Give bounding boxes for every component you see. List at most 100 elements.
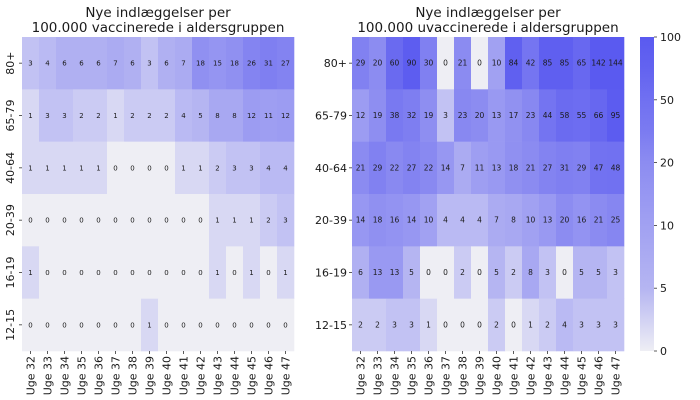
cell-value-label: 3 — [249, 164, 253, 172]
x-tick-label: Uge 45 — [246, 356, 259, 395]
heatmap-cell — [39, 246, 57, 299]
x-tick-label: Uge 33 — [42, 356, 55, 395]
cell-value-label: 8 — [232, 112, 236, 120]
heatmap-cell — [56, 37, 74, 90]
cell-value-label: 5 — [579, 268, 584, 277]
heatmap-cell — [226, 298, 244, 352]
cell-value-label: 1 — [28, 269, 32, 277]
heatmap-cell — [175, 194, 193, 247]
cell-value-label: 23 — [526, 111, 536, 120]
cell-value-label: 0 — [62, 321, 66, 329]
cell-value-label: 0 — [198, 217, 202, 225]
heatmap-cell — [192, 246, 210, 299]
heatmap-cell — [403, 141, 421, 195]
x-tick-label: Uge 42 — [525, 356, 538, 395]
heatmap-cell — [488, 141, 506, 195]
heatmap-cell — [386, 37, 404, 90]
cell-value-label: 11 — [475, 163, 485, 172]
cell-value-label: 20 — [475, 111, 485, 120]
heatmap-cell — [260, 37, 278, 90]
cell-value-label: 0 — [45, 217, 49, 225]
x-tick-label: Uge 47 — [610, 356, 623, 395]
cell-value-label: 2 — [545, 320, 550, 329]
x-tick-label: Uge 32 — [25, 356, 38, 395]
heatmap-cell — [403, 194, 421, 247]
heatmap-cell — [90, 298, 108, 352]
cell-value-label: 4 — [181, 112, 186, 120]
cell-value-label: 0 — [249, 321, 253, 329]
heatmap-cell — [243, 246, 261, 299]
heatmap-cell — [73, 89, 91, 142]
cell-value-label: 8 — [511, 216, 516, 225]
heatmap-cell — [141, 89, 159, 142]
heatmap-cell — [209, 194, 227, 247]
cell-value-label: 10 — [526, 216, 536, 225]
x-tick-label: Uge 38 — [127, 356, 140, 395]
cell-value-label: 2 — [494, 320, 499, 329]
colorbar-tick-label: 100 — [660, 31, 681, 44]
cell-value-label: 6 — [62, 60, 67, 68]
heatmap-cell — [420, 141, 438, 195]
heatmap-cell — [73, 141, 91, 195]
heatmap-cell — [226, 89, 244, 142]
cell-value-label: 6 — [130, 60, 135, 68]
heatmap-cell — [243, 37, 261, 90]
cell-value-label: 0 — [45, 321, 49, 329]
heatmap-cell — [22, 246, 40, 299]
heatmap-cell — [107, 298, 125, 352]
heatmap-cell — [124, 298, 142, 352]
cell-value-label: 31 — [560, 163, 570, 172]
cell-value-label: 1 — [215, 269, 219, 277]
cell-value-label: 0 — [477, 59, 482, 68]
heatmap-cell — [209, 298, 227, 352]
heatmap-cell — [488, 298, 506, 352]
cell-value-label: 11 — [264, 112, 273, 120]
y-tick-label: 40-64 — [315, 162, 347, 175]
cell-value-label: 7 — [460, 163, 465, 172]
cell-value-label: 85 — [560, 59, 570, 68]
cell-value-label: 14 — [356, 216, 366, 225]
heatmap-cell — [590, 141, 608, 195]
heatmap-cell — [90, 89, 108, 142]
cell-value-label: 0 — [181, 321, 185, 329]
x-tick-label: Uge 37 — [440, 356, 453, 395]
cell-value-label: 23 — [458, 111, 468, 120]
cell-value-label: 29 — [577, 163, 587, 172]
cell-value-label: 21 — [458, 59, 468, 68]
cell-value-label: 13 — [492, 111, 502, 120]
heatmap-cell — [73, 194, 91, 247]
heatmap-cell — [590, 298, 608, 352]
x-tick-label: Uge 37 — [110, 356, 123, 395]
cell-value-label: 1 — [215, 217, 219, 225]
cell-value-label: 2 — [266, 217, 270, 225]
heatmap-cell — [56, 246, 74, 299]
cell-value-label: 42 — [526, 59, 536, 68]
cell-value-label: 10 — [492, 59, 502, 68]
heatmap-cell — [277, 246, 295, 299]
heatmap-cell — [573, 141, 591, 195]
cell-value-label: 27 — [543, 163, 553, 172]
chart-title-line: 100.000 vaccinerede i aldersgruppen — [32, 20, 285, 36]
x-tick-label: Uge 38 — [457, 356, 470, 395]
cell-value-label: 0 — [181, 217, 185, 225]
cell-value-label: 20 — [560, 216, 570, 225]
heatmap-cell — [192, 298, 210, 352]
heatmap-cell — [243, 89, 261, 142]
cell-value-label: 142 — [591, 59, 606, 68]
heatmap-cell — [260, 141, 278, 195]
heatmap-cell — [420, 37, 438, 90]
heatmap-cell — [454, 194, 472, 247]
cell-value-label: 3 — [283, 217, 287, 225]
cell-value-label: 90 — [407, 59, 417, 68]
heatmap-cell — [437, 246, 455, 299]
cell-value-label: 0 — [130, 164, 134, 172]
heatmap-cell — [141, 298, 159, 352]
heatmap-cell — [243, 141, 261, 195]
cell-value-label: 0 — [443, 59, 448, 68]
heatmap-cell — [437, 89, 455, 142]
cell-value-label: 2 — [79, 112, 83, 120]
cell-value-label: 6 — [164, 60, 169, 68]
heatmap-cell — [107, 89, 125, 142]
heatmap-cell — [522, 37, 540, 90]
